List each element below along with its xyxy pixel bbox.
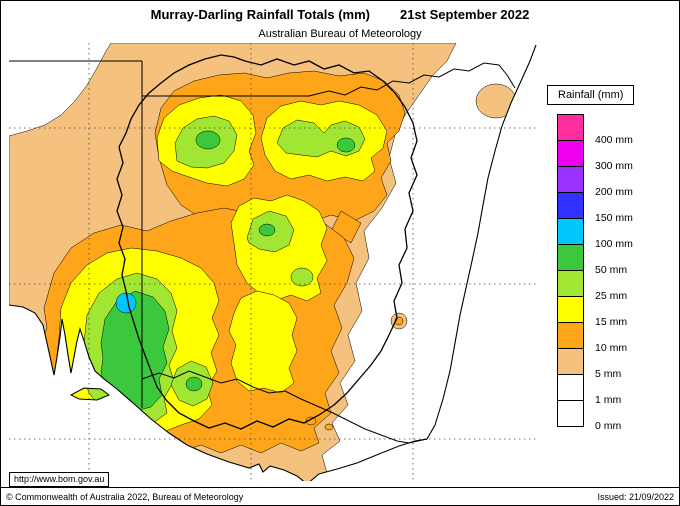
rain-50mm-spot bbox=[258, 223, 276, 237]
rain-100mm-spot bbox=[115, 292, 137, 314]
kangaroo-island-outline bbox=[69, 387, 110, 401]
legend-swatch-mm5 bbox=[557, 348, 584, 375]
legend-swatch-mm1 bbox=[557, 374, 584, 401]
rain-10mm-spot bbox=[305, 416, 317, 426]
legend-rows: 400 mm 300 mm 200 mm 150 mm 100 mm 50 mm 25 mm… bbox=[547, 114, 679, 432]
legend-row: 200 mm bbox=[547, 166, 679, 198]
map-outlines bbox=[9, 44, 537, 481]
legend-row: 0 mm bbox=[547, 400, 679, 432]
title-block: Murray-Darling Rainfall Totals (mm) 21st … bbox=[1, 7, 679, 40]
map-subtitle: Australian Bureau of Meteorology bbox=[258, 28, 422, 40]
rain-50mm-spot bbox=[195, 130, 221, 150]
legend-label: 25 mm bbox=[595, 290, 628, 302]
page-title-line: Murray-Darling Rainfall Totals (mm) 21st … bbox=[1, 7, 679, 22]
rain-50mm-spot bbox=[185, 376, 203, 392]
legend-label: 0 mm bbox=[595, 420, 622, 432]
legend-row: 25 mm bbox=[547, 270, 679, 302]
legend-label: 1 mm bbox=[595, 394, 622, 406]
legend-label: 150 mm bbox=[595, 212, 633, 224]
legend-row: 150 mm bbox=[547, 192, 679, 224]
issued-date: Issued: 21/09/2022 bbox=[597, 491, 674, 502]
footer-bar: © Commonwealth of Australia 2022, Bureau… bbox=[1, 487, 679, 505]
legend-label: 15 mm bbox=[595, 316, 628, 328]
map-title: Murray-Darling Rainfall Totals (mm) bbox=[150, 7, 370, 22]
rain-10mm-spot bbox=[487, 200, 499, 216]
bom-url-label: http://www.bom.gov.au bbox=[9, 472, 110, 487]
murray-darling-basin-boundary bbox=[116, 54, 418, 430]
legend-swatch-mm200 bbox=[557, 166, 584, 193]
rain-25mm-spot bbox=[290, 267, 314, 287]
legend-label: 100 mm bbox=[595, 238, 633, 250]
rain-15mm-south bbox=[228, 290, 298, 394]
legend-swatch-mm25 bbox=[557, 270, 584, 297]
legend-swatch-mm50 bbox=[557, 244, 584, 271]
state-border-vic-nsw bbox=[141, 370, 428, 444]
legend-row: 50 mm bbox=[547, 244, 679, 276]
latlon-grid bbox=[9, 43, 537, 481]
rain-5mm-spot bbox=[482, 194, 504, 222]
legend-label: 300 mm bbox=[595, 160, 633, 172]
legend-row: 5 mm bbox=[547, 348, 679, 380]
rain-50mm-region bbox=[100, 130, 356, 412]
legend-label: 400 mm bbox=[595, 134, 633, 146]
legend-row: 400 mm bbox=[547, 114, 679, 146]
legend-row: 300 mm bbox=[547, 140, 679, 172]
legend-swatch-mm100 bbox=[557, 218, 584, 245]
coastline bbox=[9, 44, 537, 481]
legend-label: 50 mm bbox=[595, 264, 628, 276]
legend-title: Rainfall (mm) bbox=[547, 85, 635, 105]
rainfall-regions bbox=[9, 43, 517, 481]
rainfall-legend: Rainfall (mm) 400 mm 300 mm 200 mm 150 mm 10… bbox=[547, 85, 679, 432]
map-date: 21st September 2022 bbox=[399, 7, 530, 22]
legend-swatch-mm150 bbox=[557, 192, 584, 219]
copyright-text: © Commonwealth of Australia 2022, Bureau… bbox=[6, 491, 244, 502]
rain-10mm-spot bbox=[324, 423, 334, 431]
legend-swatch-mm300 bbox=[557, 140, 584, 167]
legend-row: 100 mm bbox=[547, 218, 679, 250]
legend-row: 1 mm bbox=[547, 374, 679, 406]
rainfall-map bbox=[9, 43, 537, 481]
rain-50mm-spot bbox=[336, 137, 356, 153]
legend-swatch-mm15 bbox=[557, 296, 584, 323]
legend-label: 10 mm bbox=[595, 342, 628, 354]
rain-5mm-spot bbox=[475, 83, 517, 119]
legend-swatch-mm400 bbox=[557, 114, 584, 141]
state-border-nsw-qld bbox=[142, 62, 516, 97]
legend-label: 200 mm bbox=[595, 186, 633, 198]
legend-row: 10 mm bbox=[547, 322, 679, 354]
legend-row: 15 mm bbox=[547, 296, 679, 328]
legend-swatch-mm10 bbox=[557, 322, 584, 349]
legend-swatch-mm0 bbox=[557, 400, 584, 427]
legend-label: 5 mm bbox=[595, 368, 622, 380]
